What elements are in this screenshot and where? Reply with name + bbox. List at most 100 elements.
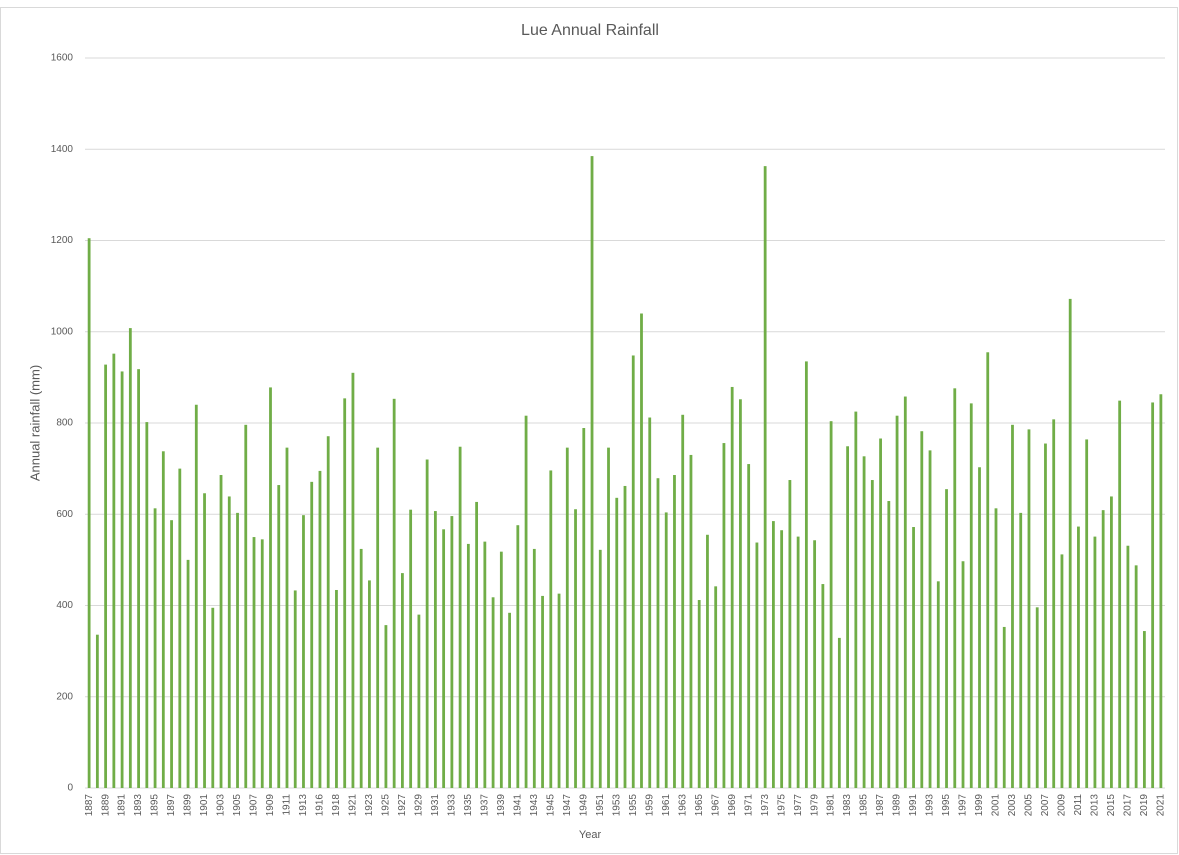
bar	[326, 436, 330, 788]
bar	[1077, 526, 1080, 788]
bar	[615, 497, 619, 788]
bar	[903, 396, 907, 788]
x-tick-label: 2021	[1156, 794, 1167, 817]
x-tick-label: 1933	[447, 794, 458, 817]
bar	[252, 537, 256, 788]
x-tick-label: 1891	[117, 794, 128, 817]
x-tick-label: 1931	[430, 794, 441, 817]
x-tick-label: 1987	[875, 794, 886, 817]
bar	[351, 372, 355, 788]
bar	[120, 371, 124, 788]
bar	[870, 480, 874, 788]
bar	[1019, 512, 1023, 788]
x-tick-label: 1959	[644, 794, 655, 817]
bar	[656, 478, 660, 788]
y-axis-title: Annual rainfall (mm)	[27, 365, 42, 481]
bar	[450, 516, 454, 788]
bar	[112, 353, 116, 788]
bar	[1011, 424, 1014, 788]
x-tick-label: 1947	[562, 794, 573, 817]
bar	[829, 421, 833, 788]
bar	[813, 540, 817, 788]
x-tick-label: 2009	[1057, 794, 1068, 817]
y-tick-label: 200	[56, 691, 73, 702]
x-tick-label: 1921	[348, 794, 359, 817]
x-tick-label: 1949	[578, 794, 589, 817]
bar	[673, 475, 676, 788]
x-tick-label: 1913	[298, 794, 309, 817]
bar	[681, 414, 685, 788]
bar	[607, 447, 610, 788]
bar	[945, 489, 948, 788]
bar	[186, 559, 190, 788]
bar	[1093, 536, 1097, 788]
bar	[1142, 631, 1146, 788]
x-tick-label: 1941	[512, 794, 523, 817]
bar	[598, 549, 602, 788]
bar	[285, 447, 289, 788]
x-tick-label: 1975	[776, 794, 787, 817]
bar	[153, 508, 157, 788]
bar	[1134, 565, 1138, 788]
x-tick-label: 2001	[991, 794, 1002, 817]
x-tick-label: 1961	[661, 794, 672, 817]
bar	[1110, 496, 1113, 788]
x-tick-label: 1985	[859, 794, 870, 817]
y-tick-label: 400	[56, 600, 73, 611]
bar	[499, 551, 503, 788]
bar	[516, 525, 520, 788]
bar	[1002, 626, 1006, 788]
x-tick-label: 1955	[628, 794, 639, 817]
x-tick-label: 1909	[265, 794, 276, 817]
x-tick-label: 1983	[842, 794, 853, 817]
bar	[920, 431, 924, 788]
x-tick-label: 2005	[1024, 794, 1035, 817]
bar	[549, 470, 553, 788]
bar	[95, 634, 99, 788]
x-tick-label: 1927	[397, 794, 408, 817]
bar	[491, 597, 495, 788]
bar	[1159, 394, 1163, 788]
x-tick-label: 1901	[199, 794, 210, 817]
bar	[236, 512, 239, 788]
bar	[433, 511, 437, 788]
x-tick-label: 1967	[710, 794, 721, 817]
bar	[458, 446, 462, 788]
x-tick-label: 1951	[595, 794, 606, 817]
x-tick-label: 2007	[1040, 794, 1051, 817]
x-tick-label: 1897	[166, 794, 177, 817]
bar	[442, 529, 446, 788]
bar	[664, 512, 668, 788]
bar	[302, 515, 305, 788]
x-tick-label: 2019	[1139, 794, 1150, 817]
bar	[1101, 510, 1105, 788]
x-tick-label: 1899	[183, 794, 194, 817]
bar	[1085, 439, 1089, 788]
bar	[1035, 607, 1039, 788]
x-tick-label: 2011	[1073, 794, 1084, 816]
bar	[541, 595, 544, 788]
x-tick-label: 2003	[1007, 794, 1018, 817]
x-tick-label: 1981	[826, 794, 837, 817]
bar	[227, 496, 231, 788]
x-tick-label: 1923	[364, 794, 375, 817]
y-tick-label: 0	[67, 783, 73, 794]
x-tick-label: 2017	[1123, 794, 1134, 817]
bar	[1052, 419, 1056, 788]
bar	[194, 404, 198, 788]
bar	[244, 424, 248, 788]
x-tick-label: 1937	[479, 794, 490, 817]
bar	[978, 467, 981, 788]
x-tick-label: 1939	[496, 794, 507, 817]
bar	[145, 422, 149, 788]
x-tick-label: 1905	[232, 794, 243, 817]
x-tick-label: 1973	[760, 794, 771, 817]
bar	[532, 548, 536, 788]
bar	[986, 352, 990, 788]
bar	[739, 399, 742, 788]
bar	[887, 501, 891, 788]
bar	[417, 614, 421, 788]
x-tick-label: 1903	[216, 794, 227, 817]
bar	[260, 539, 264, 788]
x-tick-label: 1997	[958, 794, 969, 817]
